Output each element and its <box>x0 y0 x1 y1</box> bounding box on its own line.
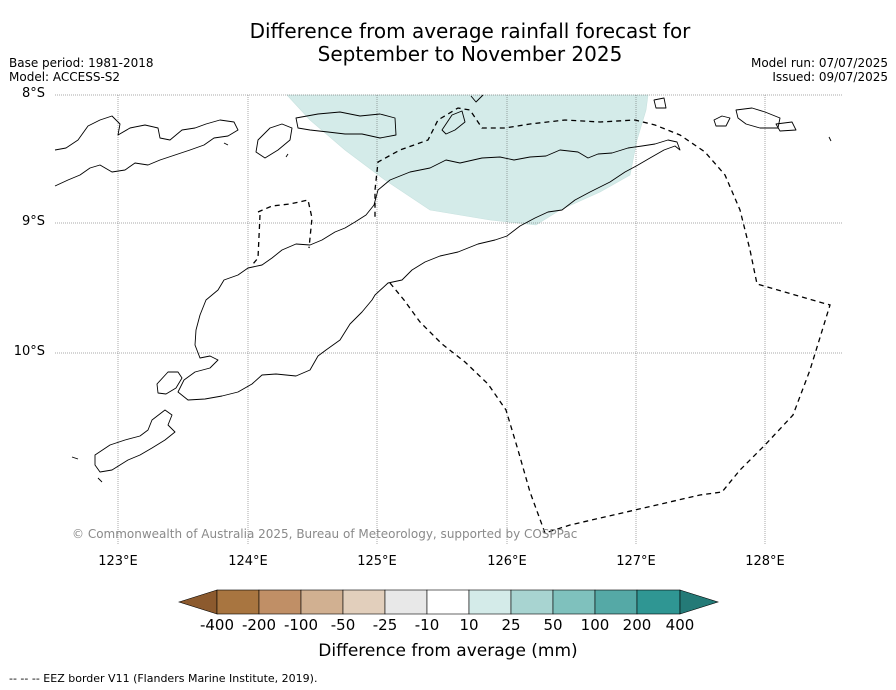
small-islet-east <box>775 121 797 132</box>
colorbar <box>178 589 719 615</box>
kisar-island-coast <box>441 110 466 135</box>
eez-footnote: -- -- -- EEZ border V11 (Flanders Marine… <box>9 672 318 685</box>
rainfall-anomaly-region <box>286 94 649 226</box>
eez-border-oecusse-west <box>252 214 261 265</box>
colorbar-label: 25 <box>501 616 521 634</box>
meta-right: Model run: 07/07/2025 Issued: 09/07/2025 <box>751 56 888 84</box>
small-islet-a <box>223 142 229 146</box>
moa-island-coast <box>713 115 731 127</box>
small-islet-b <box>285 153 289 158</box>
colorbar-label: 400 <box>665 616 695 634</box>
title-line-1: Difference from average rainfall forecas… <box>249 19 691 43</box>
lon-label-127e: 127°E <box>616 554 656 569</box>
colorbar-extend-low <box>178 589 218 615</box>
eez-border-oecusse <box>257 199 313 249</box>
model-run: Model run: 07/07/2025 <box>750 56 888 70</box>
colorbar-label: -10 <box>414 616 440 634</box>
timor-island-coast <box>177 139 681 401</box>
lon-label-124e: 124°E <box>228 554 268 569</box>
colorbar-swatch-7 <box>468 589 512 615</box>
colorbar-swatch-1 <box>216 589 260 615</box>
colorbar-swatch-9 <box>552 589 596 615</box>
colorbar-extend-high <box>679 589 719 615</box>
lat-label-9s: 9°S <box>21 214 45 229</box>
issued-date: Issued: 09/07/2025 <box>772 70 888 84</box>
colorbar-swatch-4 <box>342 589 386 615</box>
colorbar-label: 10 <box>459 616 479 634</box>
base-period: Base period: 1981-2018 <box>9 56 154 70</box>
coastlines <box>54 94 832 483</box>
colorbar-label: 200 <box>622 616 652 634</box>
colorbar-swatch-3 <box>300 589 344 615</box>
lat-label-8s: 8°S <box>21 86 45 101</box>
model-name: Model: ACCESS-S2 <box>9 70 121 84</box>
dana-islet <box>97 477 103 483</box>
colorbar-label: -100 <box>283 616 319 634</box>
colorbar-swatch-6 <box>426 589 470 615</box>
colorbar-label: -50 <box>330 616 356 634</box>
raijua-islet <box>71 456 79 460</box>
eez-borders <box>252 107 831 534</box>
babar-island-coast <box>735 107 781 129</box>
colorbar-label: 100 <box>580 616 610 634</box>
lon-label-123e: 123°E <box>98 554 138 569</box>
western-island-coast <box>54 115 239 187</box>
map-title: Difference from average rainfall forecas… <box>0 20 896 66</box>
savu-island-coast <box>94 409 176 473</box>
leti-island-coast <box>653 97 667 109</box>
lon-label-126e: 126°E <box>487 554 527 569</box>
colorbar-swatch-11 <box>636 589 681 615</box>
colorbar-swatch-2 <box>258 589 302 615</box>
alor-island-coast <box>255 123 293 159</box>
colorbar-swatch-5 <box>384 589 428 615</box>
lon-label-125e: 125°E <box>357 554 397 569</box>
copyright-notice: © Commonwealth of Australia 2025, Bureau… <box>72 527 578 541</box>
lon-label-128e: 128°E <box>745 554 785 569</box>
wetar-island-coast <box>295 111 397 139</box>
islet-far-east <box>828 136 832 142</box>
meta-left: Base period: 1981-2018 Model: ACCESS-S2 <box>9 56 154 84</box>
colorbar-label: -400 <box>199 616 235 634</box>
gridlines <box>55 94 843 545</box>
colorbar-label: 50 <box>543 616 563 634</box>
eez-border-east <box>374 107 831 534</box>
title-line-2: September to November 2025 <box>317 42 623 66</box>
colorbar-label: -200 <box>241 616 277 634</box>
rote-island-coast <box>156 371 183 395</box>
colorbar-title: Difference from average (mm) <box>318 641 578 661</box>
colorbar-label: -25 <box>372 616 398 634</box>
colorbar-swatch-10 <box>594 589 638 615</box>
lat-label-10s: 10°S <box>13 344 45 359</box>
north-islet-coast <box>470 94 484 103</box>
colorbar-swatch-8 <box>510 589 554 615</box>
